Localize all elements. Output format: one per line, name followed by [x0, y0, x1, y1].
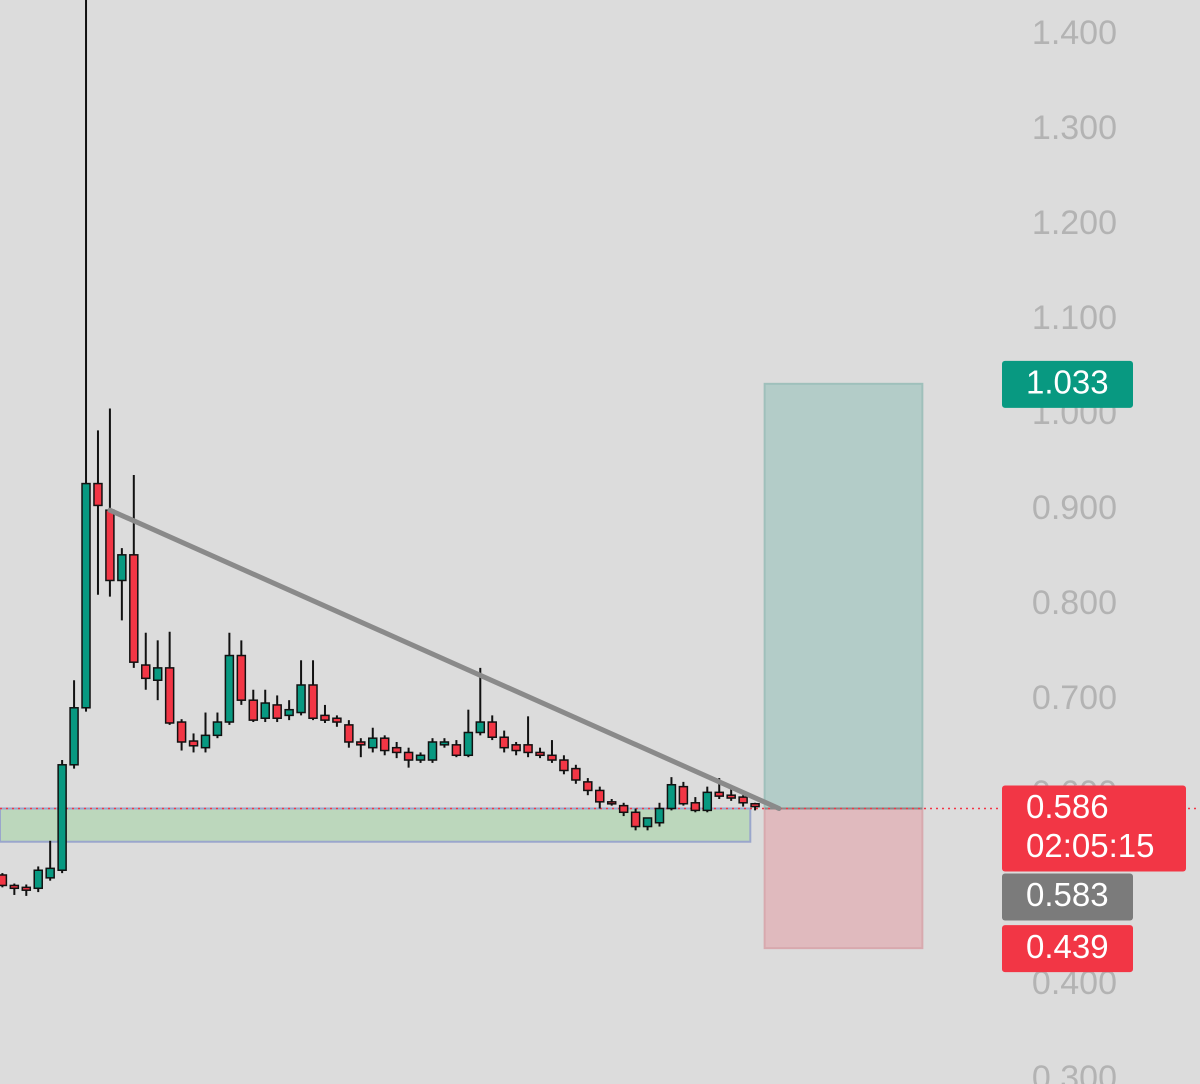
candle-body	[296, 684, 306, 714]
candle-body	[21, 886, 32, 891]
candle-body	[499, 736, 509, 749]
candle-body	[403, 751, 414, 761]
candle-body	[344, 724, 354, 743]
price-label-box	[1002, 785, 1186, 872]
candle-body	[427, 741, 438, 761]
candle-body	[69, 707, 79, 766]
target-zone	[763, 382, 924, 810]
candle-body	[368, 737, 378, 749]
candle-body	[45, 867, 55, 879]
candle-body	[487, 721, 497, 738]
price-label-box	[1002, 925, 1133, 973]
price-label-box	[1002, 873, 1133, 921]
candle-body	[463, 731, 474, 757]
price-label: 1.033	[1026, 364, 1109, 401]
candle-body	[188, 740, 199, 747]
candle-body	[595, 789, 605, 803]
candle-body	[260, 702, 270, 719]
candle-body	[105, 509, 115, 582]
y-tick-label: 0.900	[1032, 489, 1117, 527]
candle-body	[308, 684, 318, 719]
candle-body	[630, 811, 641, 828]
candle-body	[583, 781, 593, 792]
candle-body	[379, 737, 390, 752]
price-label-box	[1002, 360, 1133, 408]
candle-body	[451, 744, 462, 757]
price-label: 0.439	[1026, 928, 1109, 965]
candle-body	[439, 741, 450, 746]
candle-body	[224, 654, 235, 723]
candle-body	[272, 704, 282, 719]
candle-body	[547, 754, 557, 761]
candle-body	[702, 791, 713, 812]
candle-body	[750, 802, 760, 808]
candle-body	[141, 664, 151, 680]
candle-body	[93, 482, 103, 507]
candle-body	[332, 717, 342, 723]
candle-body	[356, 741, 366, 746]
candle-body	[511, 744, 521, 752]
candle-body	[164, 667, 175, 724]
trendline	[107, 507, 782, 811]
y-tick-label: 1.400	[1032, 14, 1117, 52]
candle-body	[212, 721, 223, 737]
price-label: 0.583	[1026, 876, 1109, 913]
candle-body	[738, 796, 748, 804]
y-tick-label: 1.200	[1032, 204, 1117, 242]
candle-body	[690, 802, 701, 812]
candle-body	[666, 783, 677, 810]
candle-body	[152, 667, 163, 681]
candle-body	[176, 721, 187, 743]
candle-body	[236, 654, 247, 701]
y-tick-label: 0.300	[1032, 1059, 1117, 1084]
candle-body	[129, 554, 139, 663]
support-zone	[0, 807, 752, 843]
candle-body	[714, 791, 724, 797]
stop-zone	[763, 807, 924, 950]
candle-body	[117, 554, 127, 582]
candle-body	[33, 869, 43, 890]
candle-body	[606, 801, 617, 805]
candle-body	[81, 482, 91, 709]
candle-body	[654, 807, 665, 824]
price-label-countdown: 02:05:15	[1026, 827, 1154, 864]
candle-body	[320, 714, 330, 721]
candle-body	[248, 699, 259, 721]
y-tick-label: 1.300	[1032, 109, 1117, 147]
candle-body	[559, 759, 569, 772]
candle-body	[726, 794, 736, 799]
candle-body	[618, 804, 629, 814]
candle-body	[284, 708, 294, 717]
candle-body	[9, 884, 20, 890]
candle-body	[415, 754, 426, 761]
candle-body	[571, 767, 581, 781]
candle-body	[642, 817, 653, 828]
candle-body	[523, 744, 533, 754]
candle-body	[200, 734, 211, 749]
candle-body	[391, 746, 402, 754]
candle-body	[0, 874, 8, 887]
candle-body	[57, 764, 67, 871]
y-tick-label: 1.100	[1032, 299, 1117, 337]
candle-body	[475, 721, 486, 734]
candle-body	[678, 785, 689, 805]
candle-body	[535, 751, 545, 757]
price-label: 0.586	[1026, 788, 1109, 825]
y-tick-label: 0.800	[1032, 584, 1117, 622]
y-tick-label: 0.700	[1032, 679, 1117, 717]
